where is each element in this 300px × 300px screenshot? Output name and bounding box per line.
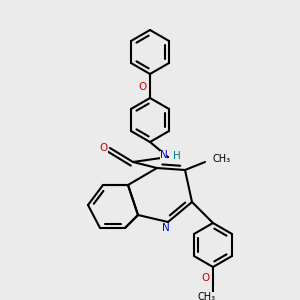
Text: O: O bbox=[138, 82, 147, 92]
Text: CH₃: CH₃ bbox=[197, 292, 215, 300]
Text: O: O bbox=[201, 273, 210, 283]
Text: CH₃: CH₃ bbox=[212, 154, 231, 164]
Text: O: O bbox=[99, 143, 107, 153]
Text: N: N bbox=[162, 223, 170, 233]
Text: N: N bbox=[160, 151, 167, 160]
Text: H: H bbox=[173, 152, 181, 161]
